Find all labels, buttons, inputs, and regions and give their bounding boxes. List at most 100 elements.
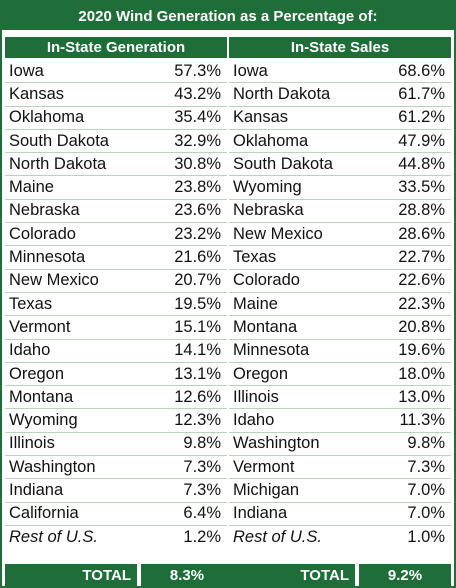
generation-table-row: Colorado 23.2%	[5, 223, 227, 247]
state-percentage: 19.5%	[174, 294, 221, 313]
generation-table-row: Maine 23.8%	[5, 176, 227, 200]
state-name: Idaho	[9, 341, 51, 360]
state-name: Kansas	[233, 108, 289, 127]
state-name: Rest of U.S.	[233, 528, 322, 547]
state-percentage: 9.8%	[407, 434, 445, 453]
state-name: Illinois	[233, 387, 279, 406]
state-percentage: 18.0%	[398, 364, 445, 383]
state-name: New Mexico	[9, 271, 99, 290]
state-percentage: 12.6%	[174, 387, 221, 406]
sales-table-row: Nebraska 28.8%	[229, 200, 451, 224]
state-name: Vermont	[233, 457, 295, 476]
state-percentage: 1.2%	[183, 528, 221, 547]
generation-column: In-State Generation Iowa 57.3% Kansas 43.2%…	[5, 37, 227, 549]
state-percentage: 6.4%	[183, 504, 221, 523]
generation-rows: Iowa 57.3% Kansas 43.2% Oklahoma 35.4% South D…	[5, 60, 227, 549]
state-name: Minnesota	[233, 341, 310, 360]
generation-table-row: Minnesota 21.6%	[5, 246, 227, 270]
state-name: California	[9, 504, 79, 523]
sales-column: In-State Sales Iowa 68.6% North Dakota 61.7…	[229, 37, 451, 549]
state-name: New Mexico	[233, 224, 323, 243]
total-gap	[137, 564, 141, 586]
state-name: Indiana	[233, 504, 288, 523]
state-percentage: 33.5%	[398, 178, 445, 197]
state-percentage: 68.6%	[398, 61, 445, 80]
generation-table-row: Kansas 43.2%	[5, 83, 227, 107]
sales-header: In-State Sales	[229, 37, 451, 58]
state-name: Minnesota	[9, 248, 86, 267]
sales-table-row: Illinois 13.0%	[229, 386, 451, 410]
generation-table-row: Idaho 14.1%	[5, 340, 227, 363]
state-percentage: 28.8%	[398, 201, 445, 220]
state-name: Illinois	[9, 434, 55, 453]
state-name: Colorado	[233, 271, 300, 290]
state-name: Maine	[9, 178, 54, 197]
sales-table-row: Colorado 22.6%	[229, 270, 451, 293]
state-percentage: 35.4%	[174, 108, 221, 127]
sales-rows: Iowa 68.6% North Dakota 61.7% Kansas 61.2% Okl…	[229, 60, 451, 549]
generation-total-label: TOTAL	[5, 564, 137, 586]
generation-table-row: Indiana 7.3%	[5, 479, 227, 503]
state-percentage: 47.9%	[398, 131, 445, 150]
generation-table-row: Rest of U.S. 1.2%	[5, 526, 227, 549]
state-name: Iowa	[9, 61, 44, 80]
state-name: Maine	[233, 294, 278, 313]
state-percentage: 7.0%	[407, 480, 445, 499]
generation-table-row: Wyoming 12.3%	[5, 409, 227, 433]
sales-table-row: Idaho 11.3%	[229, 409, 451, 433]
state-name: Nebraska	[9, 201, 80, 220]
state-name: Nebraska	[233, 201, 304, 220]
state-name: Washington	[233, 434, 320, 453]
state-percentage: 15.1%	[174, 317, 221, 336]
state-percentage: 20.8%	[398, 317, 445, 336]
state-name: Idaho	[233, 411, 275, 430]
state-percentage: 13.1%	[174, 364, 221, 383]
sales-table-row: Iowa 68.6%	[229, 60, 451, 84]
state-name: Colorado	[9, 224, 76, 243]
state-percentage: 28.6%	[398, 224, 445, 243]
state-percentage: 21.6%	[174, 248, 221, 267]
state-percentage: 23.2%	[174, 224, 221, 243]
generation-table-row: North Dakota 30.8%	[5, 153, 227, 177]
generation-table-row: Vermont 15.1%	[5, 316, 227, 340]
state-percentage: 20.7%	[174, 271, 221, 290]
state-percentage: 11.3%	[399, 411, 445, 430]
state-percentage: 19.6%	[398, 341, 445, 360]
state-percentage: 7.3%	[407, 457, 445, 476]
state-name: Oregon	[9, 364, 65, 383]
sales-total-label: TOTAL	[223, 564, 355, 586]
generation-total-row: TOTAL 8.3%	[5, 564, 233, 586]
state-name: Iowa	[233, 61, 268, 80]
sales-table-row: Texas 22.7%	[229, 246, 451, 270]
sales-table-row: Minnesota 19.6%	[229, 340, 451, 363]
state-name: Oklahoma	[9, 108, 85, 127]
state-percentage: 57.3%	[174, 61, 221, 80]
state-name: Wyoming	[9, 411, 78, 430]
sales-table-row: South Dakota 44.8%	[229, 153, 451, 177]
sales-table-row: Vermont 7.3%	[229, 456, 451, 480]
generation-table-row: Oklahoma 35.4%	[5, 107, 227, 130]
state-percentage: 23.6%	[174, 201, 221, 220]
state-percentage: 43.2%	[174, 84, 221, 103]
state-name: Kansas	[9, 84, 65, 103]
state-percentage: 22.6%	[398, 271, 445, 290]
state-percentage: 7.3%	[183, 457, 221, 476]
sales-table-row: Montana 20.8%	[229, 316, 451, 340]
state-percentage: 7.3%	[183, 480, 221, 499]
generation-table-row: Oregon 13.1%	[5, 363, 227, 387]
sales-table-row: New Mexico 28.6%	[229, 223, 451, 247]
state-name: Indiana	[9, 480, 64, 499]
state-name: Rest of U.S.	[9, 528, 98, 547]
state-name: South Dakota	[233, 154, 333, 173]
generation-header: In-State Generation	[5, 37, 227, 58]
generation-total-value: 8.3%	[141, 564, 233, 586]
sales-table-row: Rest of U.S. 1.0%	[229, 526, 451, 549]
state-name: South Dakota	[9, 131, 109, 150]
state-name: Montana	[9, 387, 74, 406]
state-name: Washington	[9, 457, 96, 476]
state-percentage: 61.7%	[398, 84, 445, 103]
generation-table-row: South Dakota 32.9%	[5, 130, 227, 154]
state-percentage: 9.8%	[183, 434, 221, 453]
table-title: 2020 Wind Generation as a Percentage of:	[2, 2, 454, 30]
generation-table-row: Washington 7.3%	[5, 456, 227, 480]
